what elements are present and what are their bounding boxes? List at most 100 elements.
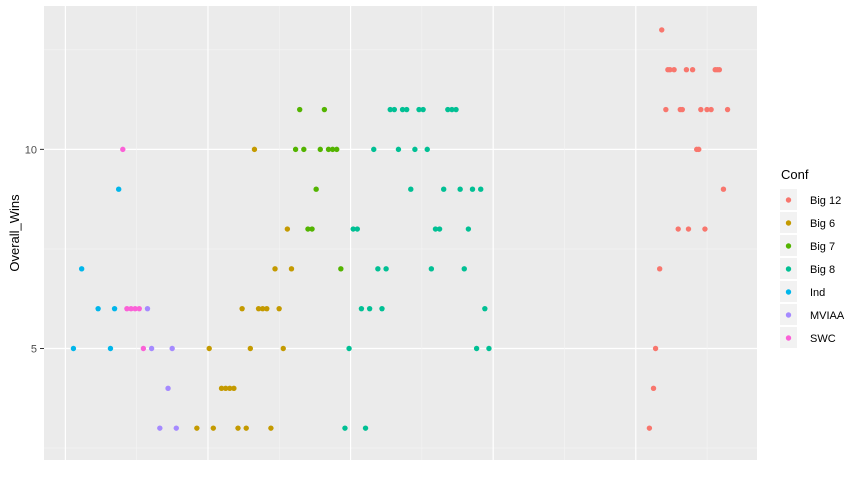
data-point bbox=[334, 146, 340, 153]
legend-label: MVIAA bbox=[810, 310, 845, 322]
data-point bbox=[482, 305, 488, 312]
y-axis: 5 10 bbox=[25, 144, 44, 355]
data-point bbox=[663, 106, 669, 113]
data-point bbox=[264, 305, 270, 312]
data-point bbox=[140, 345, 147, 352]
data-point bbox=[478, 186, 484, 192]
data-point bbox=[206, 345, 212, 352]
legend: Conf Big 12 Big 6 Big 7 Big 8 Ind MVIAA SWC bbox=[780, 167, 845, 348]
data-point bbox=[276, 305, 282, 312]
data-point bbox=[362, 425, 369, 431]
data-point bbox=[387, 106, 393, 113]
data-point bbox=[652, 345, 659, 352]
data-point bbox=[313, 186, 319, 192]
data-point bbox=[268, 425, 274, 431]
legend-label: Big 12 bbox=[810, 195, 841, 207]
data-point bbox=[338, 266, 344, 272]
data-point bbox=[469, 186, 476, 192]
data-point bbox=[70, 345, 77, 352]
y-axis-title: Overall_Wins bbox=[7, 194, 22, 272]
data-point bbox=[301, 146, 307, 153]
data-point bbox=[148, 345, 155, 352]
data-point bbox=[111, 305, 118, 312]
data-point bbox=[78, 266, 85, 272]
data-point bbox=[165, 385, 171, 392]
legend-key bbox=[785, 335, 792, 341]
data-point bbox=[169, 345, 175, 352]
legend-key bbox=[785, 266, 792, 272]
data-point bbox=[679, 106, 686, 113]
data-point bbox=[412, 146, 418, 153]
data-point bbox=[720, 186, 727, 192]
data-point bbox=[222, 385, 229, 392]
data-point bbox=[473, 345, 480, 352]
data-point bbox=[465, 226, 472, 232]
data-point bbox=[259, 305, 266, 312]
data-point bbox=[297, 106, 303, 113]
data-point bbox=[449, 106, 455, 113]
data-point bbox=[453, 106, 459, 113]
data-point bbox=[403, 106, 410, 113]
data-point bbox=[457, 186, 463, 192]
data-point bbox=[350, 226, 356, 232]
data-point bbox=[408, 186, 414, 192]
data-point bbox=[231, 385, 237, 392]
data-point bbox=[342, 425, 348, 431]
data-point bbox=[689, 67, 696, 73]
data-point bbox=[671, 67, 677, 73]
data-point bbox=[667, 67, 673, 73]
data-point bbox=[683, 67, 690, 73]
data-point bbox=[416, 106, 422, 113]
legend-key bbox=[785, 312, 792, 318]
legend-title: Conf bbox=[781, 167, 809, 182]
data-point bbox=[272, 266, 278, 272]
data-point bbox=[486, 345, 492, 352]
data-point bbox=[646, 425, 653, 431]
data-point bbox=[702, 226, 708, 232]
legend-key bbox=[785, 243, 792, 249]
data-point bbox=[436, 226, 443, 232]
data-point bbox=[440, 186, 447, 192]
data-point bbox=[107, 345, 114, 352]
data-point bbox=[461, 266, 467, 272]
data-point bbox=[124, 305, 130, 312]
data-point bbox=[284, 226, 291, 232]
data-point bbox=[424, 146, 430, 153]
data-point bbox=[235, 425, 241, 431]
data-point bbox=[371, 146, 377, 153]
data-point bbox=[716, 67, 723, 73]
data-point bbox=[95, 305, 101, 312]
data-point bbox=[675, 226, 681, 232]
data-point bbox=[399, 106, 406, 113]
data-point bbox=[280, 345, 286, 352]
legend-key bbox=[785, 197, 792, 203]
data-point bbox=[445, 106, 451, 113]
data-point bbox=[173, 425, 179, 431]
data-point bbox=[656, 266, 663, 272]
legend-label: SWC bbox=[810, 333, 836, 345]
data-point bbox=[247, 345, 254, 352]
data-point bbox=[120, 146, 126, 153]
data-point bbox=[309, 226, 315, 232]
data-point bbox=[696, 146, 702, 153]
data-point bbox=[704, 106, 710, 113]
data-point bbox=[251, 146, 258, 153]
data-point bbox=[650, 385, 657, 392]
data-point bbox=[321, 106, 328, 113]
data-point bbox=[395, 146, 402, 153]
data-point bbox=[128, 305, 134, 312]
legend-key bbox=[785, 289, 792, 295]
data-point bbox=[255, 305, 262, 312]
data-point bbox=[292, 146, 299, 153]
data-point bbox=[428, 266, 435, 272]
data-point bbox=[243, 425, 249, 431]
data-point bbox=[329, 146, 336, 153]
data-point bbox=[346, 345, 352, 352]
data-point bbox=[358, 305, 365, 312]
y-tick-label: 10 bbox=[25, 144, 37, 156]
data-point bbox=[420, 106, 426, 113]
data-point bbox=[288, 266, 295, 272]
data-point bbox=[383, 266, 389, 272]
data-point bbox=[708, 106, 714, 113]
panel-background bbox=[44, 6, 757, 460]
